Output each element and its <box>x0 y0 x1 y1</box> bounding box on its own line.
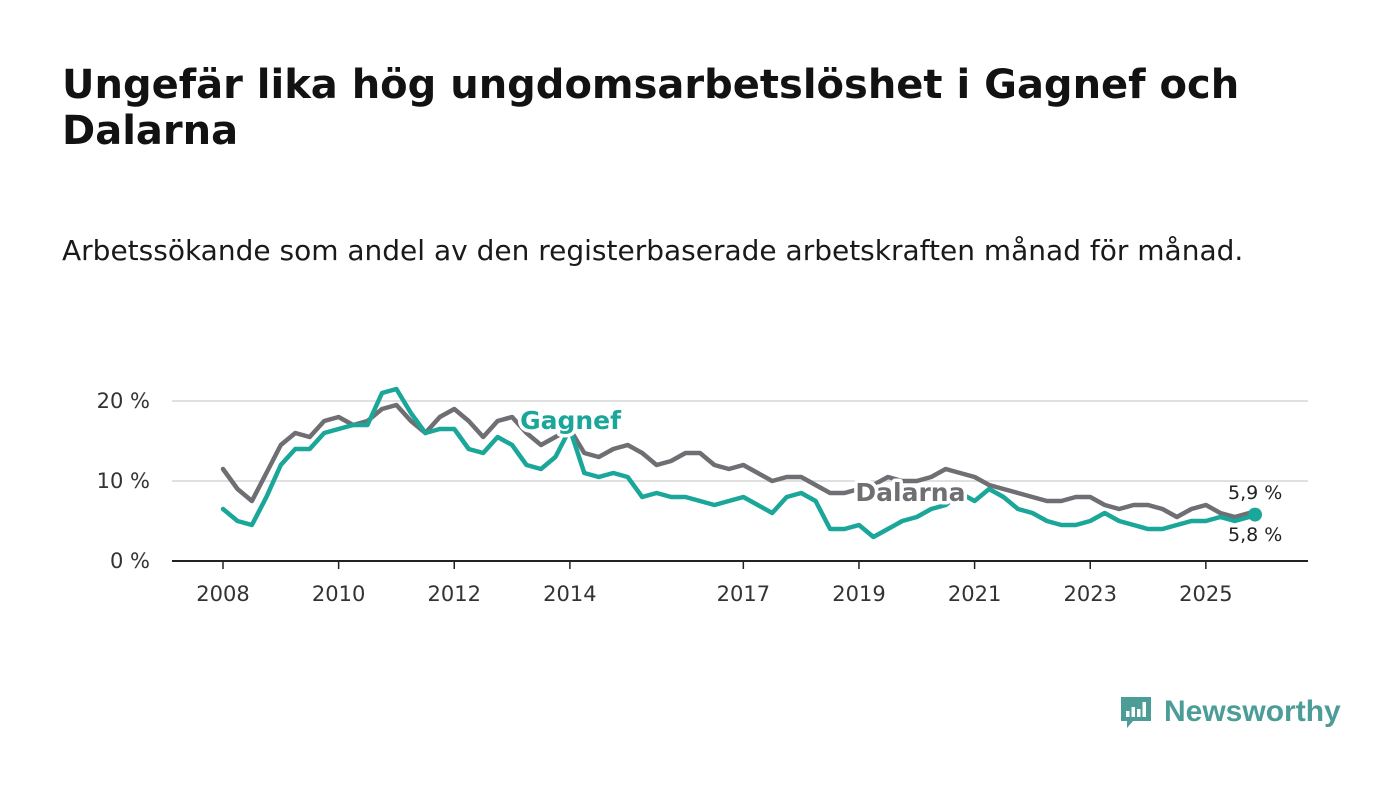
x-tick-label: 2019 <box>832 582 885 606</box>
end-point-gagnef <box>1248 507 1262 522</box>
newsworthy-logo: Newsworthy <box>1118 690 1341 734</box>
y-axis-ticks: 0 % 10 % 20 % <box>97 389 150 573</box>
x-tick-label: 2017 <box>717 582 770 606</box>
end-label-dalarna: 5,9 % <box>1228 482 1282 504</box>
end-label-gagnef: 5,8 % <box>1228 524 1282 546</box>
x-tick-label: 2008 <box>196 582 249 606</box>
x-tick-label: 2025 <box>1179 582 1232 606</box>
bar-chart-logo-icon <box>1121 697 1151 728</box>
y-tick-label: 0 % <box>110 549 150 573</box>
y-tick-label: 20 % <box>97 389 150 413</box>
x-tick-label: 2012 <box>428 582 481 606</box>
series-line-dalarna <box>220 402 1258 520</box>
series-labels: Gagnef Dalarna <box>517 403 969 511</box>
chart-title: Ungefär lika hög ungdomsarbetslöshet i G… <box>62 62 1240 154</box>
x-tick-label: 2023 <box>1064 582 1117 606</box>
series-label-gagnef: Gagnef <box>520 406 622 435</box>
x-axis-ticks: 2008 2010 2012 2014 2017 2019 2021 2023 2025 <box>196 561 1233 606</box>
x-tick-label: 2021 <box>948 582 1001 606</box>
x-tick-label: 2010 <box>312 582 365 606</box>
series-label-dalarna: Dalarna <box>855 478 965 507</box>
series-line-gagnef <box>220 386 1258 540</box>
y-tick-label: 10 % <box>97 469 150 493</box>
chart-subtitle: Arbetssökande som andel av den registerb… <box>62 234 1244 267</box>
series-lines <box>220 386 1258 540</box>
x-tick-label: 2014 <box>543 582 596 606</box>
brand-name: Newsworthy <box>1164 695 1341 728</box>
end-labels: 5,9 % 5,8 % <box>1228 482 1282 546</box>
gridlines <box>172 400 1308 562</box>
